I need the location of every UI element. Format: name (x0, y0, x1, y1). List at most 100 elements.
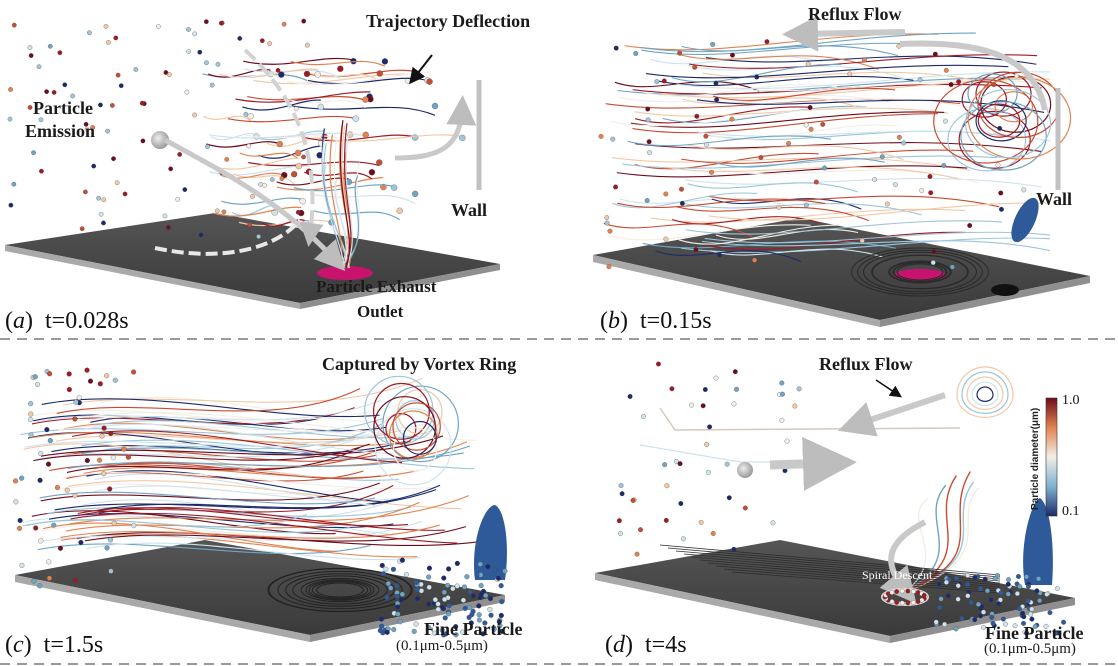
particle (413, 579, 419, 585)
streamline (388, 410, 438, 460)
particle (376, 70, 383, 77)
particle (487, 595, 494, 602)
particle (99, 433, 105, 439)
particle (106, 40, 111, 45)
particle (770, 520, 776, 526)
particle (110, 455, 116, 461)
particle (28, 432, 34, 438)
particle (955, 583, 961, 589)
streamline (78, 411, 477, 441)
streamline (37, 543, 371, 555)
streamline (277, 570, 403, 610)
panel-b-floor-hole (991, 284, 1019, 296)
particle (314, 71, 321, 78)
particle (28, 401, 34, 407)
particle (47, 43, 53, 49)
streamline (62, 377, 423, 406)
particle (645, 117, 651, 123)
panel-c-captured-label: Captured by Vortex Ring (322, 354, 517, 374)
streamline (967, 73, 1018, 114)
particle (700, 403, 706, 409)
streamline (904, 487, 980, 593)
particle (975, 601, 981, 607)
particle (959, 616, 965, 621)
particle (362, 131, 369, 138)
panel-a-streamlines (7, 18, 466, 269)
streamline (364, 375, 434, 446)
panel-a-scene (5, 18, 500, 309)
particle (786, 140, 791, 146)
particle (954, 575, 959, 581)
particle (466, 605, 473, 611)
particle (162, 213, 168, 219)
particle (54, 484, 60, 491)
streamline (316, 582, 364, 598)
particle (295, 209, 301, 215)
particle (368, 169, 376, 176)
streamline (614, 80, 760, 92)
particle (83, 189, 88, 195)
streamline (268, 568, 412, 612)
particle (1024, 574, 1029, 580)
streamline (311, 581, 369, 599)
particle (243, 111, 249, 117)
streamline (35, 433, 370, 461)
streamline (630, 111, 945, 128)
particle (412, 190, 419, 197)
particle (38, 117, 44, 123)
particle (446, 611, 452, 617)
particle (694, 113, 700, 119)
particle (915, 599, 921, 604)
streamline (871, 254, 969, 290)
particle (972, 617, 978, 623)
particle (403, 572, 409, 578)
particle (7, 116, 13, 122)
particle (140, 138, 146, 144)
streamline (723, 568, 1001, 592)
streamline (664, 166, 959, 180)
particle (44, 427, 50, 433)
particle (453, 624, 459, 630)
panel-d-fine-particles (882, 573, 1067, 636)
particle (72, 493, 78, 499)
panel-d-streamlines (616, 361, 1014, 594)
streamline (385, 413, 417, 445)
particle (943, 579, 949, 585)
particle (90, 125, 96, 130)
particle (704, 441, 710, 447)
particle (990, 621, 996, 626)
particle (444, 582, 451, 588)
particle (44, 89, 49, 94)
particle (679, 200, 685, 206)
particle (391, 627, 397, 633)
particle (992, 576, 998, 582)
panel-c-floor (15, 540, 505, 635)
particle (203, 19, 209, 25)
streamline (684, 177, 1042, 188)
particle (250, 194, 255, 199)
particle (84, 367, 90, 373)
panel-d-fine-label-1: Fine Particle (985, 623, 1084, 643)
particle (98, 211, 104, 217)
particle (932, 51, 938, 57)
particle (991, 82, 997, 88)
particle (641, 414, 646, 419)
panel-d-wall-patch (1023, 498, 1053, 585)
particle (485, 564, 491, 570)
particle (57, 545, 64, 551)
panel-a-emission-label-2: Emission (25, 121, 96, 141)
streamline (715, 565, 1001, 590)
particle (104, 545, 110, 551)
streamline (41, 398, 380, 418)
particle (27, 45, 33, 50)
particle (644, 198, 650, 203)
streamline (305, 579, 375, 601)
particle (224, 157, 230, 162)
particle (613, 45, 619, 51)
particle (646, 139, 652, 145)
panel-b-time: t=0.15s (640, 308, 712, 334)
particle (476, 603, 482, 609)
streamline (675, 550, 1001, 580)
streamline (705, 55, 1037, 65)
